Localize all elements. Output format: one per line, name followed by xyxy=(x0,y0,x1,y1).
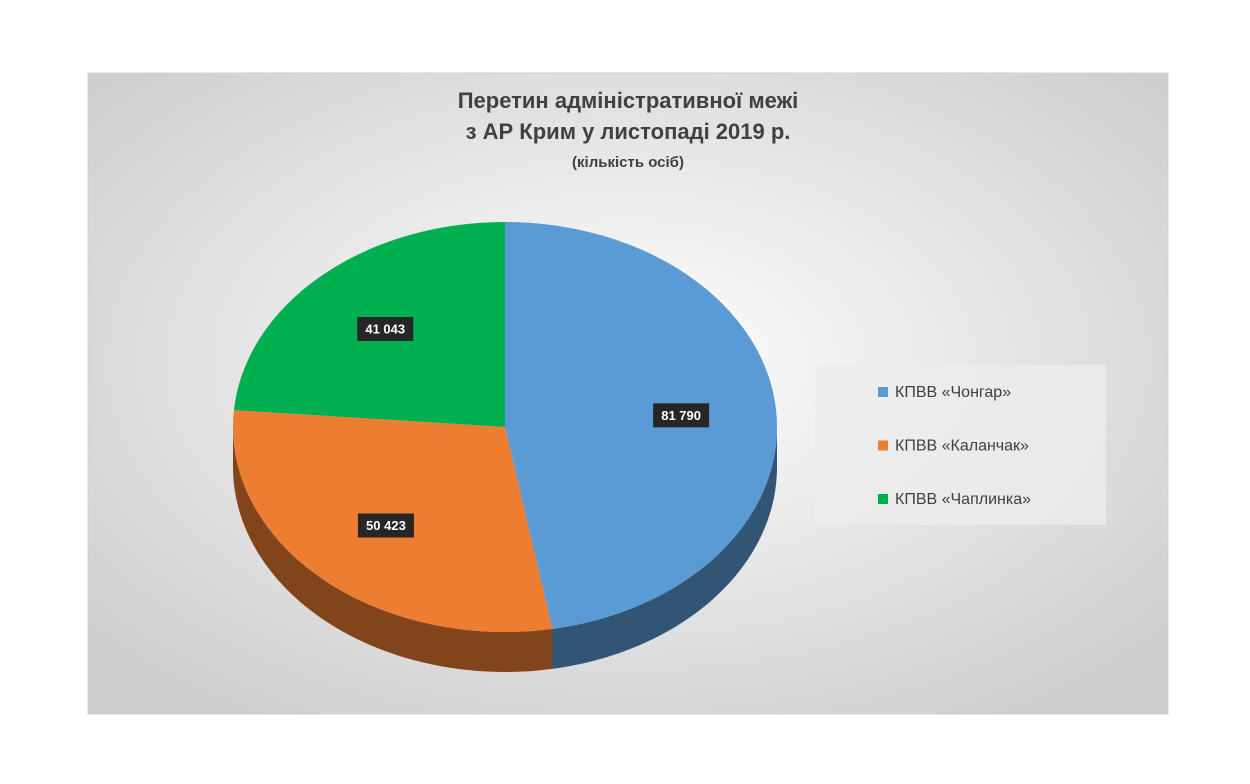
chart-subtitle: (кількість осіб) xyxy=(572,154,684,171)
label-box xyxy=(357,316,414,341)
label-box xyxy=(357,513,414,538)
data-label: 41 043 xyxy=(365,321,405,336)
data-label: 50 423 xyxy=(366,518,406,533)
data-label: 81 790 xyxy=(661,408,701,423)
legend-label: КПВВ «Чаплинка» xyxy=(895,491,1031,508)
pie-slice xyxy=(505,222,777,629)
legend-box xyxy=(815,365,1106,525)
legend-swatch xyxy=(878,387,888,397)
legend-label: КПВВ «Каланчак» xyxy=(895,438,1029,455)
pie-side xyxy=(233,427,553,672)
legend-swatch xyxy=(878,494,888,504)
legend-label: КПВВ «Чонгар» xyxy=(895,384,1011,401)
label-box xyxy=(653,403,710,428)
chart-title: з АР Крим у листопаді 2019 р. xyxy=(466,119,791,144)
pie-side xyxy=(552,427,777,669)
legend-swatch xyxy=(878,440,888,451)
chart-title: Перетин адміністративної межі xyxy=(458,88,799,113)
